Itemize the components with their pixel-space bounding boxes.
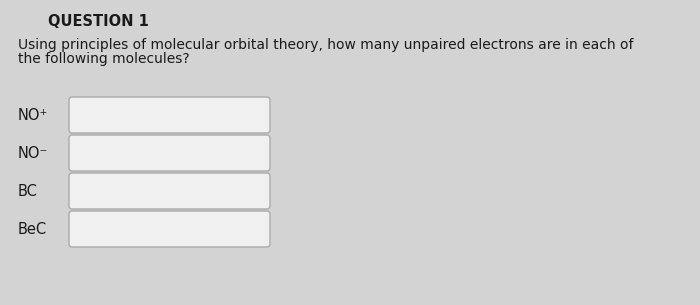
Text: QUESTION 1: QUESTION 1	[48, 14, 149, 29]
Text: the following molecules?: the following molecules?	[18, 52, 190, 66]
FancyBboxPatch shape	[69, 173, 270, 209]
Text: BeC: BeC	[18, 221, 47, 236]
Text: NO⁻: NO⁻	[18, 145, 48, 160]
Text: BC: BC	[18, 184, 38, 199]
FancyBboxPatch shape	[69, 135, 270, 171]
Text: NO⁺: NO⁺	[18, 107, 48, 123]
FancyBboxPatch shape	[69, 97, 270, 133]
FancyBboxPatch shape	[69, 211, 270, 247]
Text: Using principles of molecular orbital theory, how many unpaired electrons are in: Using principles of molecular orbital th…	[18, 38, 634, 52]
